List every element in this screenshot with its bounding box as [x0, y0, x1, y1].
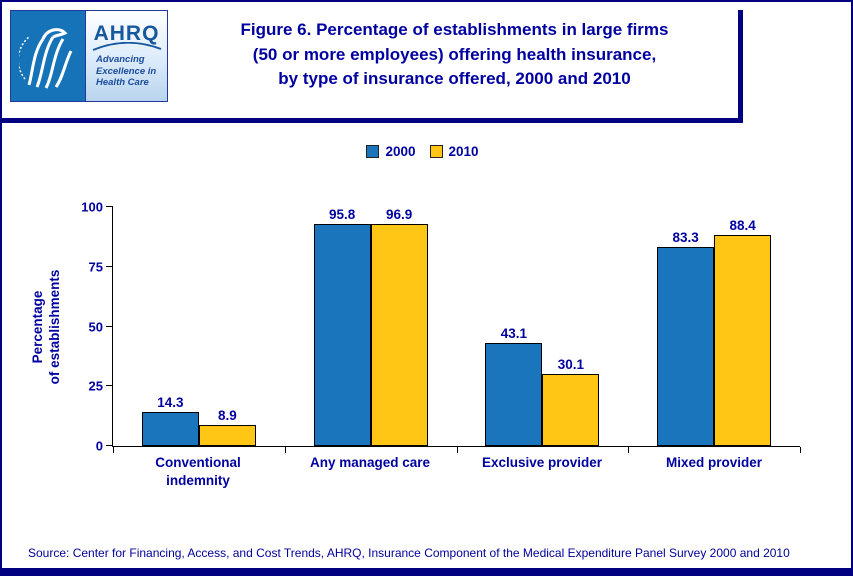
x-label-conventional-indemnity: Conventional indemnity — [155, 455, 241, 488]
value-label-2010-managed: 96.9 — [385, 207, 413, 222]
x-label-mixed-provider: Mixed provider — [665, 455, 763, 470]
header-divider-horizontal — [2, 118, 743, 123]
y-tick-25 — [106, 385, 113, 387]
value-label-2000-exclusive: 43.1 — [500, 326, 528, 341]
bar-group-exclusive-provider: 43.1 30.1 — [457, 207, 629, 446]
header-divider-vertical — [738, 10, 743, 123]
figure-title-line-1: Figure 6. Percentage of establishments i… — [240, 20, 669, 39]
x-tick-2 — [284, 447, 286, 453]
x-tick-4 — [628, 447, 630, 453]
value-label-2000-conventional: 14.3 — [157, 394, 184, 410]
y-tick-100 — [106, 206, 113, 207]
bar-2000-conventional — [141, 411, 199, 446]
y-tick-label-100: 100 — [81, 199, 103, 215]
hhs-ahrq-logo-block: AHRQ Advancing Excellence in Health Care — [10, 10, 168, 102]
plot-area: 0 25 50 75 100 14.3 8.9 95.8 — [81, 200, 801, 454]
x-tick-1 — [113, 447, 114, 453]
bar-2000-managed — [313, 224, 371, 446]
bar-column: 30.1 — [542, 207, 600, 446]
bar-column: 43.1 — [485, 207, 543, 446]
x-label-any-managed-care: Any managed care — [309, 455, 431, 470]
value-label-2000-mixed: 83.3 — [672, 229, 699, 245]
y-tick-50 — [106, 325, 113, 327]
bar-2010-mixed — [714, 234, 772, 446]
legend-swatch-2000 — [366, 145, 380, 158]
x-label-exclusive-provider: Exclusive provider — [481, 455, 603, 470]
y-tick-label-25: 25 — [88, 378, 103, 394]
y-tick-75 — [106, 265, 113, 267]
bar-column: 14.3 — [141, 207, 199, 446]
legend-swatch-2010 — [429, 145, 443, 158]
value-label-2010-conventional: 8.9 — [217, 407, 237, 423]
y-tick-label-75: 75 — [88, 259, 103, 275]
figure-title-line-2: (50 or more employees) offering health i… — [252, 44, 657, 64]
y-tick-label-0: 0 — [95, 438, 103, 454]
chart-legend: 2000 2010 — [2, 144, 851, 159]
y-axis-label-line-1: Percentage — [30, 290, 46, 364]
bar-2010-conventional — [198, 424, 256, 446]
bar-group-any-managed-care: 95.8 96.9 — [285, 207, 457, 446]
ahrq-logo: AHRQ Advancing Excellence in Health Care — [85, 11, 167, 101]
value-label-2010-exclusive: 30.1 — [557, 357, 585, 373]
figure-title-line-3: by type of insurance offered, 2000 and 2… — [278, 69, 631, 89]
ahrq-tagline: Advancing Excellence in Health Care — [88, 54, 156, 88]
bar-column: 8.9 — [198, 207, 256, 446]
bar-2000-mixed — [657, 246, 715, 446]
y-axis-label-line-2: of establishments — [47, 269, 62, 385]
bar-2010-exclusive — [542, 374, 600, 446]
ahrq-logo-text: AHRQ — [93, 22, 160, 46]
hhs-eagle-icon — [19, 28, 73, 89]
ahrq-swoosh-icon — [92, 42, 161, 52]
value-label-2010-mixed: 88.4 — [729, 217, 756, 233]
legend-label-2010: 2010 — [448, 144, 479, 159]
bar-group-conventional-indemnity: 14.3 8.9 — [113, 207, 285, 446]
bar-column: 83.3 — [657, 207, 715, 446]
y-axis-label-wrap: Percentage of establishments — [24, 207, 70, 447]
x-tick-5 — [800, 447, 801, 453]
legend-label-2000: 2000 — [385, 144, 416, 159]
y-tick-label-50: 50 — [88, 319, 103, 334]
bar-2000-exclusive — [485, 343, 543, 446]
hhs-logo — [11, 11, 85, 101]
bar-2010-managed — [370, 224, 428, 446]
bar-group-mixed-provider: 83.3 88.4 — [628, 207, 800, 446]
bar-column: 96.9 — [370, 207, 428, 446]
ahrq-tagline-line-3: Health Care — [96, 77, 149, 89]
source-note: Source: Center for Financing, Access, an… — [28, 546, 790, 560]
bar-column: 95.8 — [313, 207, 371, 446]
ahrq-tagline-line-1: Advancing — [96, 54, 145, 66]
value-label-2000-managed: 95.8 — [328, 207, 356, 222]
x-axis-labels: Conventional indemnity Any managed care … — [112, 454, 800, 489]
ahrq-tagline-line-2: Excellence in — [96, 65, 157, 77]
x-tick-3 — [456, 447, 458, 453]
bar-column: 88.4 — [714, 207, 772, 446]
figure-title: Figure 6. Percentage of establishments i… — [177, 18, 732, 92]
y-tick-0 — [106, 445, 113, 446]
y-axis-label: Percentage of establishments — [30, 242, 64, 412]
